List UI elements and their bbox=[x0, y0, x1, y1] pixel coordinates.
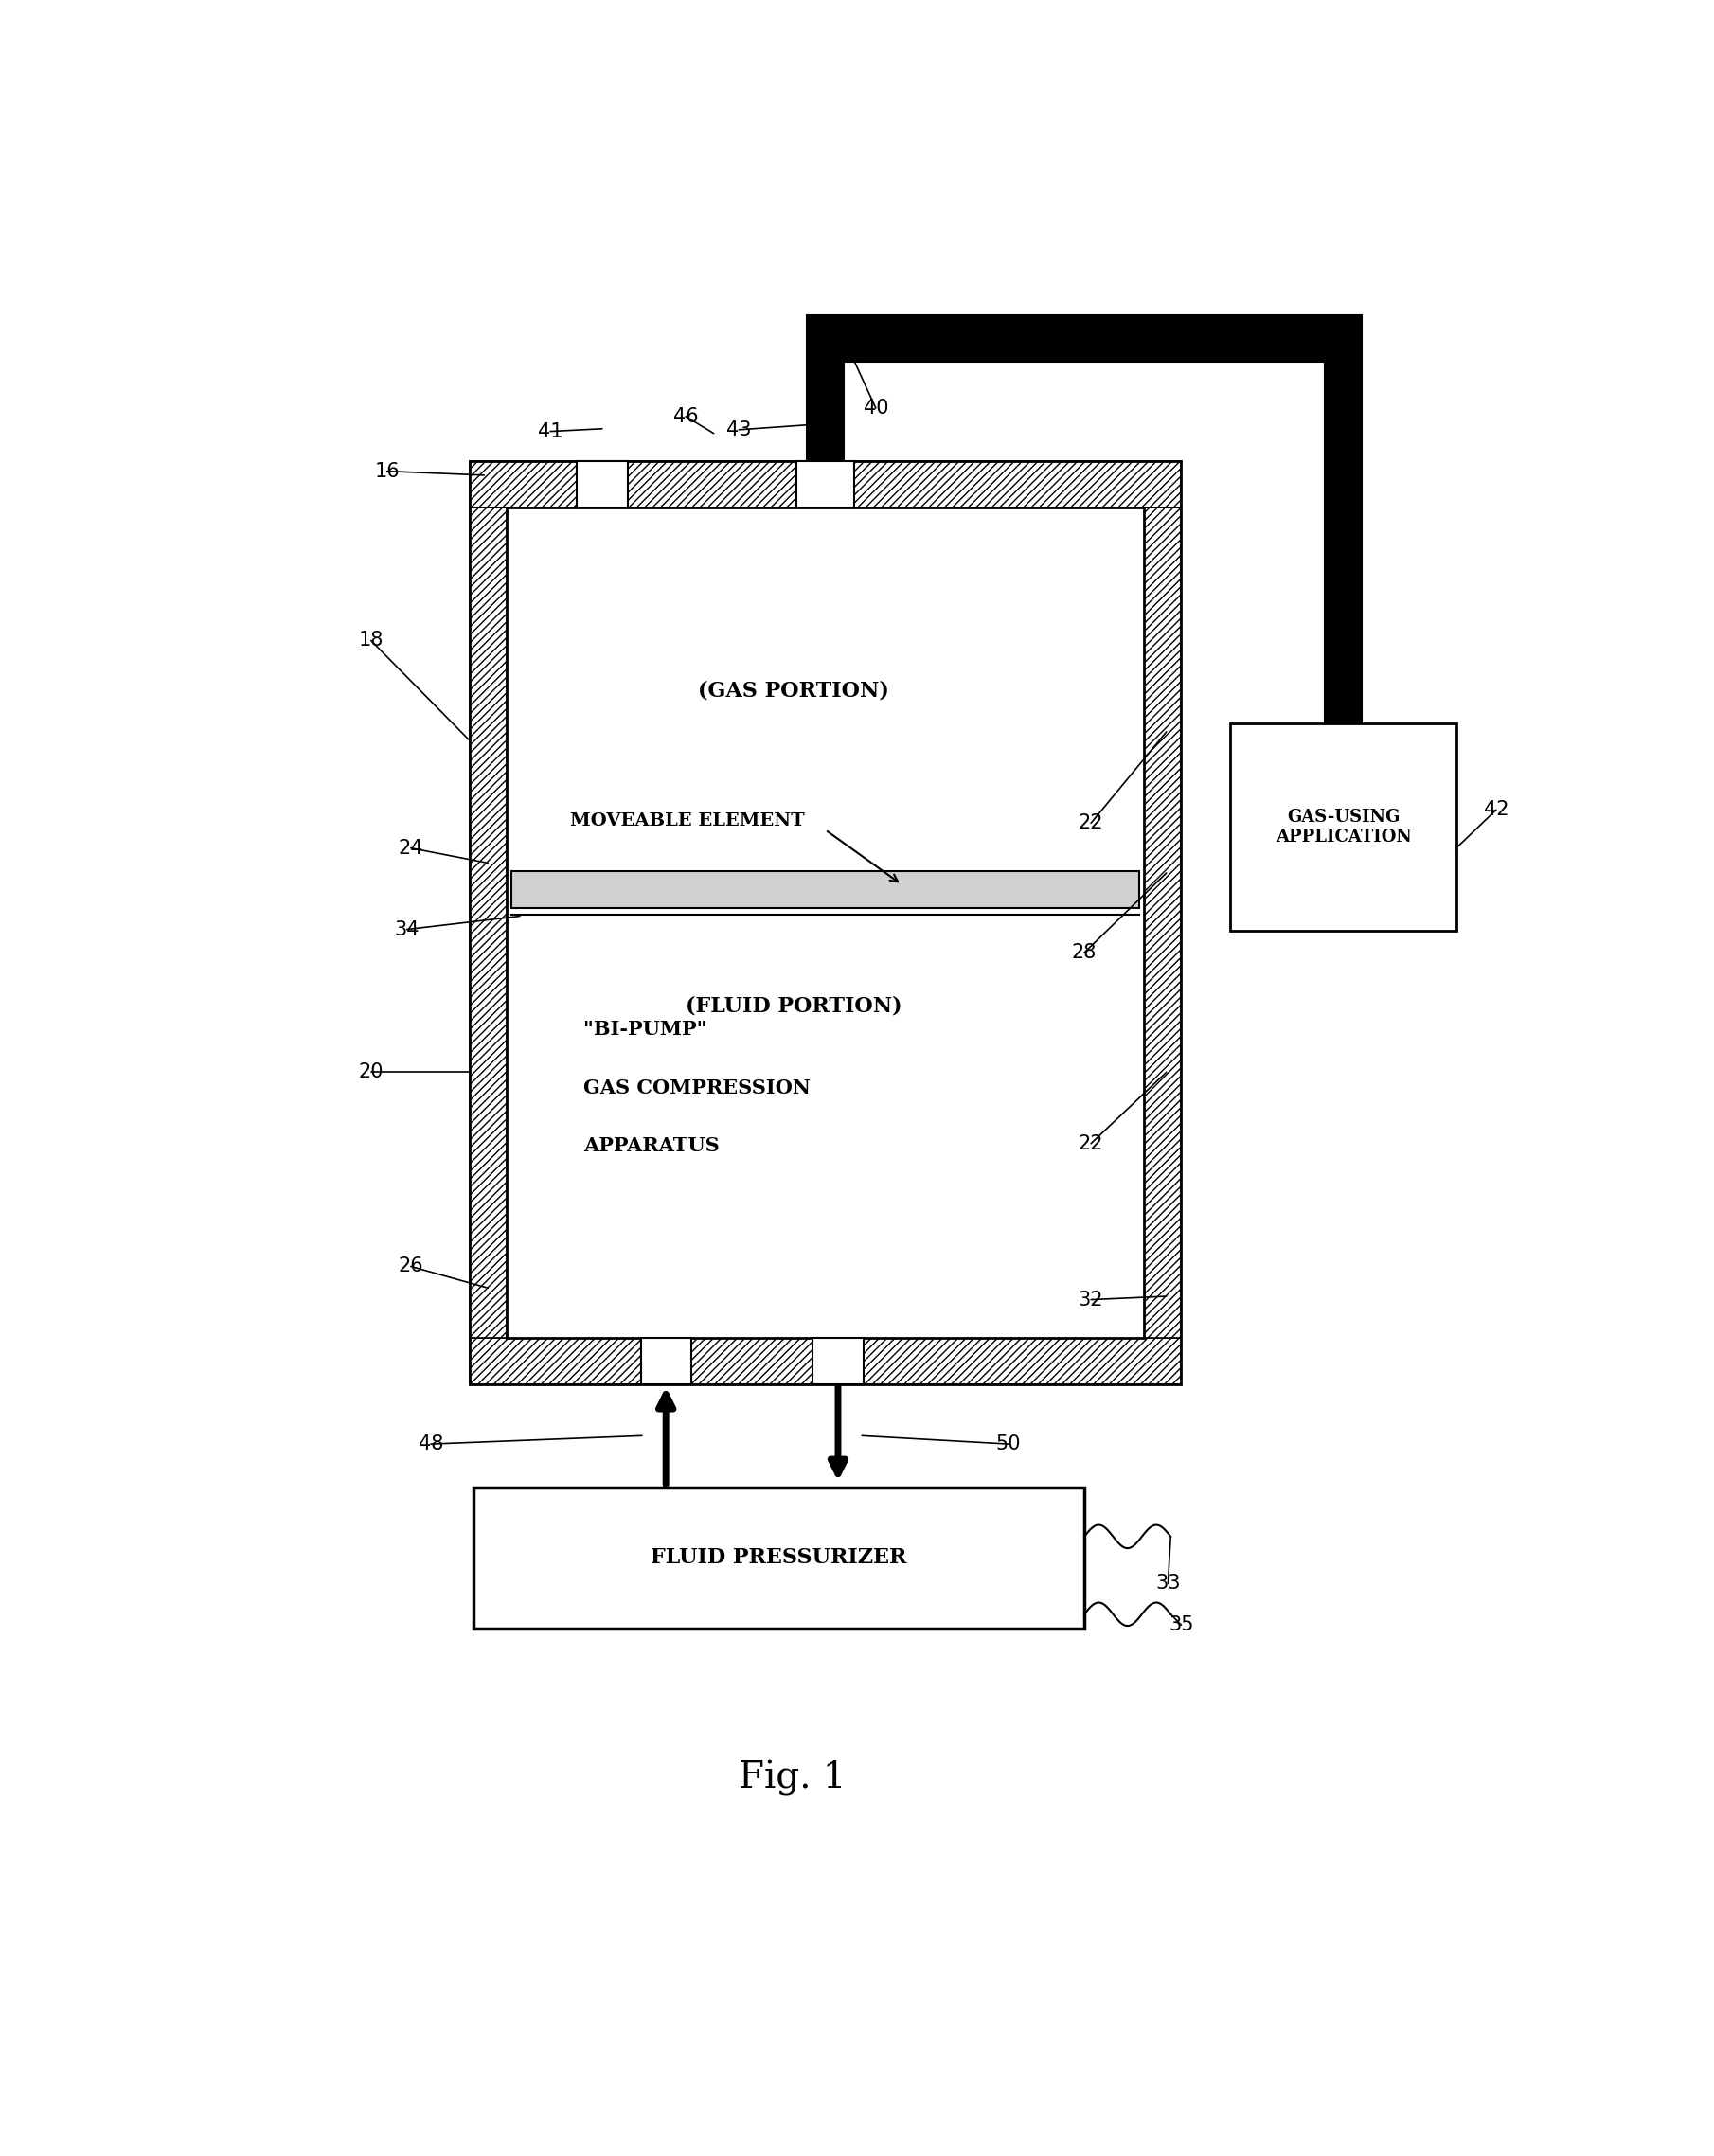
Text: (GAS PORTION): (GAS PORTION) bbox=[698, 679, 890, 701]
Text: APPARATUS: APPARATUS bbox=[583, 1136, 720, 1156]
Text: 26: 26 bbox=[398, 1257, 423, 1276]
Bar bbox=[795, 461, 855, 509]
Text: 33: 33 bbox=[1155, 1574, 1181, 1593]
Bar bbox=[470, 509, 507, 1337]
Bar bbox=[578, 461, 627, 509]
Bar bbox=[507, 509, 1145, 1337]
Bar bbox=[1325, 315, 1363, 724]
Text: GAS-USING
APPLICATION: GAS-USING APPLICATION bbox=[1275, 808, 1411, 845]
Text: "BI-PUMP": "BI-PUMP" bbox=[583, 1020, 706, 1039]
Text: 34: 34 bbox=[394, 921, 420, 938]
Text: 50: 50 bbox=[996, 1434, 1022, 1453]
Bar bbox=[470, 1337, 1181, 1384]
Bar bbox=[507, 509, 1145, 1337]
Bar bbox=[807, 315, 1344, 362]
Text: 41: 41 bbox=[538, 423, 562, 440]
Text: 32: 32 bbox=[1078, 1289, 1104, 1309]
Text: 24: 24 bbox=[398, 839, 423, 858]
Text: (FLUID PORTION): (FLUID PORTION) bbox=[686, 996, 902, 1015]
Bar bbox=[512, 871, 1138, 908]
Text: 22: 22 bbox=[1078, 1134, 1104, 1153]
Bar bbox=[641, 1337, 691, 1384]
Text: Fig. 1: Fig. 1 bbox=[739, 1759, 845, 1796]
Text: MOVEABLE ELEMENT: MOVEABLE ELEMENT bbox=[571, 813, 806, 830]
Bar bbox=[470, 461, 1181, 1384]
Bar bbox=[473, 1488, 1085, 1628]
Text: 35: 35 bbox=[1169, 1615, 1195, 1634]
Text: 43: 43 bbox=[727, 420, 751, 440]
Text: FLUID PRESSURIZER: FLUID PRESSURIZER bbox=[651, 1548, 907, 1567]
Bar bbox=[1231, 724, 1457, 931]
Text: 16: 16 bbox=[374, 461, 399, 481]
Text: 42: 42 bbox=[1484, 800, 1508, 819]
Bar bbox=[470, 461, 1181, 509]
Text: 40: 40 bbox=[864, 399, 888, 418]
Text: 22: 22 bbox=[1078, 813, 1104, 832]
Text: 46: 46 bbox=[674, 407, 698, 427]
Bar bbox=[1145, 509, 1181, 1337]
Bar bbox=[807, 319, 843, 464]
Text: 48: 48 bbox=[418, 1434, 444, 1453]
Text: 18: 18 bbox=[358, 632, 384, 649]
Text: 20: 20 bbox=[358, 1063, 384, 1082]
Text: 28: 28 bbox=[1071, 942, 1097, 962]
Text: GAS COMPRESSION: GAS COMPRESSION bbox=[583, 1078, 811, 1097]
Bar bbox=[812, 1337, 864, 1384]
